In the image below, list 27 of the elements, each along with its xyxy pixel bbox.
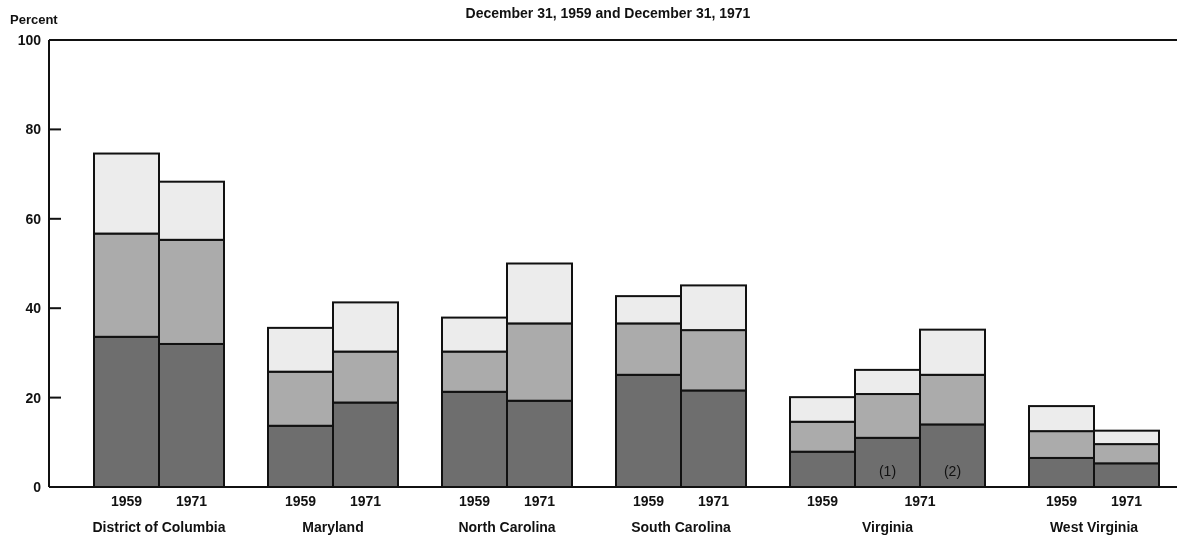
x-tick-label: 1959 (284, 493, 317, 509)
x-tick-label: 1971 (1110, 493, 1143, 509)
y-axis-title: Percent (10, 12, 59, 27)
text: Virginia (861, 519, 914, 535)
y-tick-label: 100 (17, 31, 42, 48)
x-tick-label: 1959 (458, 493, 491, 509)
x-tick-label: 1971 (697, 493, 730, 509)
x-tick-label: 1971 (175, 493, 208, 509)
x-tick-label: 1959 (806, 493, 839, 509)
chart-title: December 31, 1959 and December 31, 1971 (465, 5, 751, 21)
x-tick-label: 1959 (1045, 493, 1078, 509)
y-tick-label: 20 (25, 389, 42, 406)
x-tick-label: 1959 (110, 493, 143, 509)
y-tick-label: 40 (25, 300, 42, 317)
text: North Carolina (458, 519, 556, 535)
annotation: (2) (943, 463, 962, 479)
y-tick-label: 0 (33, 478, 42, 495)
y-tick-label: 80 (25, 121, 42, 138)
y-tick-label: 60 (25, 210, 42, 227)
text: West Virginia (1049, 519, 1139, 535)
text: South Carolina (631, 519, 731, 535)
x-tick-label: 1959 (632, 493, 665, 509)
x-tick-label: 1971 (523, 493, 556, 509)
annotation: (1) (878, 463, 897, 479)
x-tick-label: 1971 (349, 493, 382, 509)
text: District of Columbia (92, 519, 226, 535)
text: Maryland (302, 519, 364, 535)
